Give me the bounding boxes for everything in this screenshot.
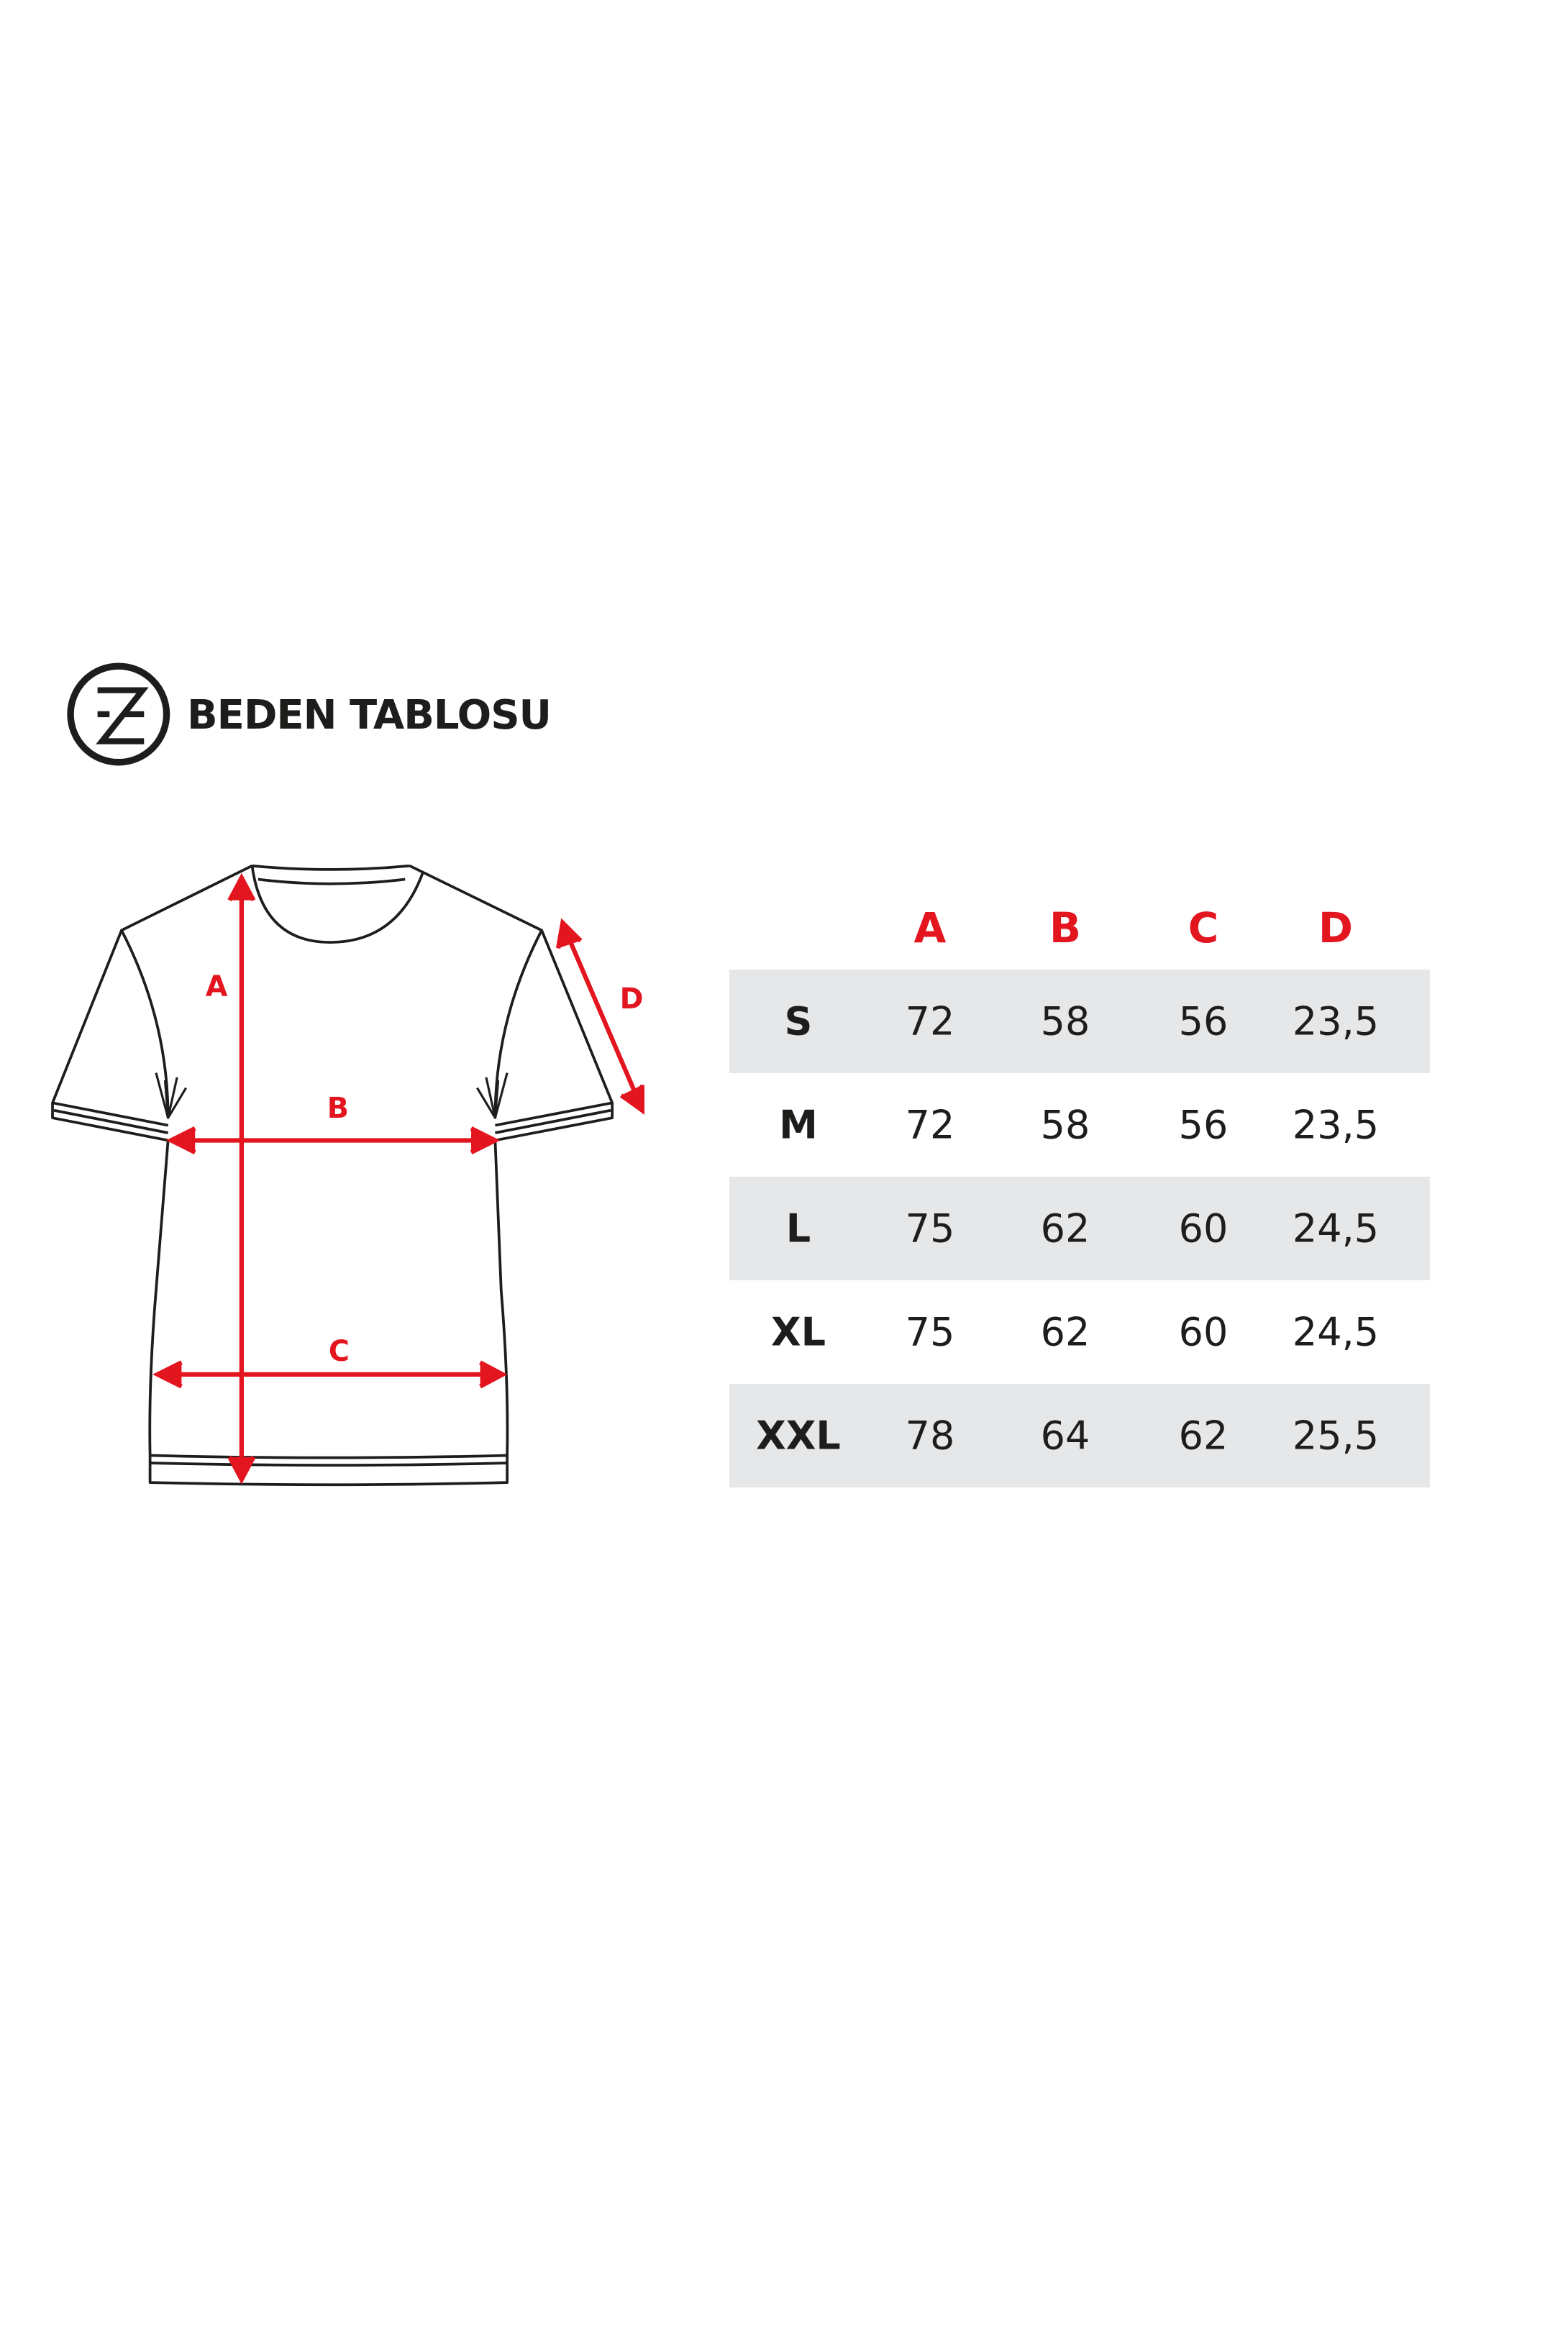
measurement-d: 25,5 [1292,1413,1380,1459]
size-label: XXL [756,1413,841,1459]
label-d: D [620,983,644,1016]
measurement-c: 56 [1178,1102,1229,1148]
measurement-b: 62 [1040,1205,1090,1252]
table-row: L 75 62 60 24,5 [729,1177,1430,1280]
label-b: B [327,1092,349,1125]
measurement-a: 75 [905,1205,955,1252]
arrow-c [152,1360,508,1389]
measurement-b: 62 [1040,1309,1090,1355]
measurement-c: 56 [1178,998,1229,1044]
measurement-b: 58 [1040,1102,1090,1148]
measurement-a: 75 [905,1309,955,1355]
table-row: M 72 58 56 23,5 [729,1073,1430,1177]
column-header-c: C [1188,903,1219,952]
size-label: M [779,1102,818,1148]
arrow-a [227,872,256,1485]
measurement-d: 24,5 [1292,1205,1380,1252]
label-c: C [329,1335,350,1368]
table-row: XXL 78 64 62 25,5 [729,1384,1430,1487]
measurement-c: 60 [1178,1205,1229,1252]
arrow-b [165,1126,501,1154]
arrow-d [555,918,644,1115]
measurement-b: 58 [1040,998,1090,1044]
measurement-b: 64 [1040,1413,1090,1459]
measurement-c: 60 [1178,1309,1229,1355]
measurement-a: 72 [905,1102,955,1148]
brand-logo [67,662,170,766]
measure-arrows [152,872,644,1485]
table-row: XL 75 62 60 24,5 [729,1280,1430,1384]
measurement-a: 72 [905,998,955,1044]
measurement-d: 23,5 [1292,1102,1380,1148]
size-label: S [784,998,813,1044]
column-header-a: A [913,903,947,952]
tshirt-outline [51,864,614,1487]
page-title: BEDEN TABLOSU [187,692,552,739]
label-a: A [206,970,228,1003]
size-label: XL [770,1309,826,1355]
measurement-c: 62 [1178,1413,1229,1459]
measurement-d: 23,5 [1292,998,1380,1044]
table-row: S 72 58 56 23,5 [729,970,1430,1073]
measurement-d: 24,5 [1292,1309,1380,1355]
size-label: L [785,1205,811,1252]
column-header-b: B [1049,903,1082,952]
measurement-a: 78 [905,1413,955,1459]
column-header-d: D [1318,903,1354,952]
